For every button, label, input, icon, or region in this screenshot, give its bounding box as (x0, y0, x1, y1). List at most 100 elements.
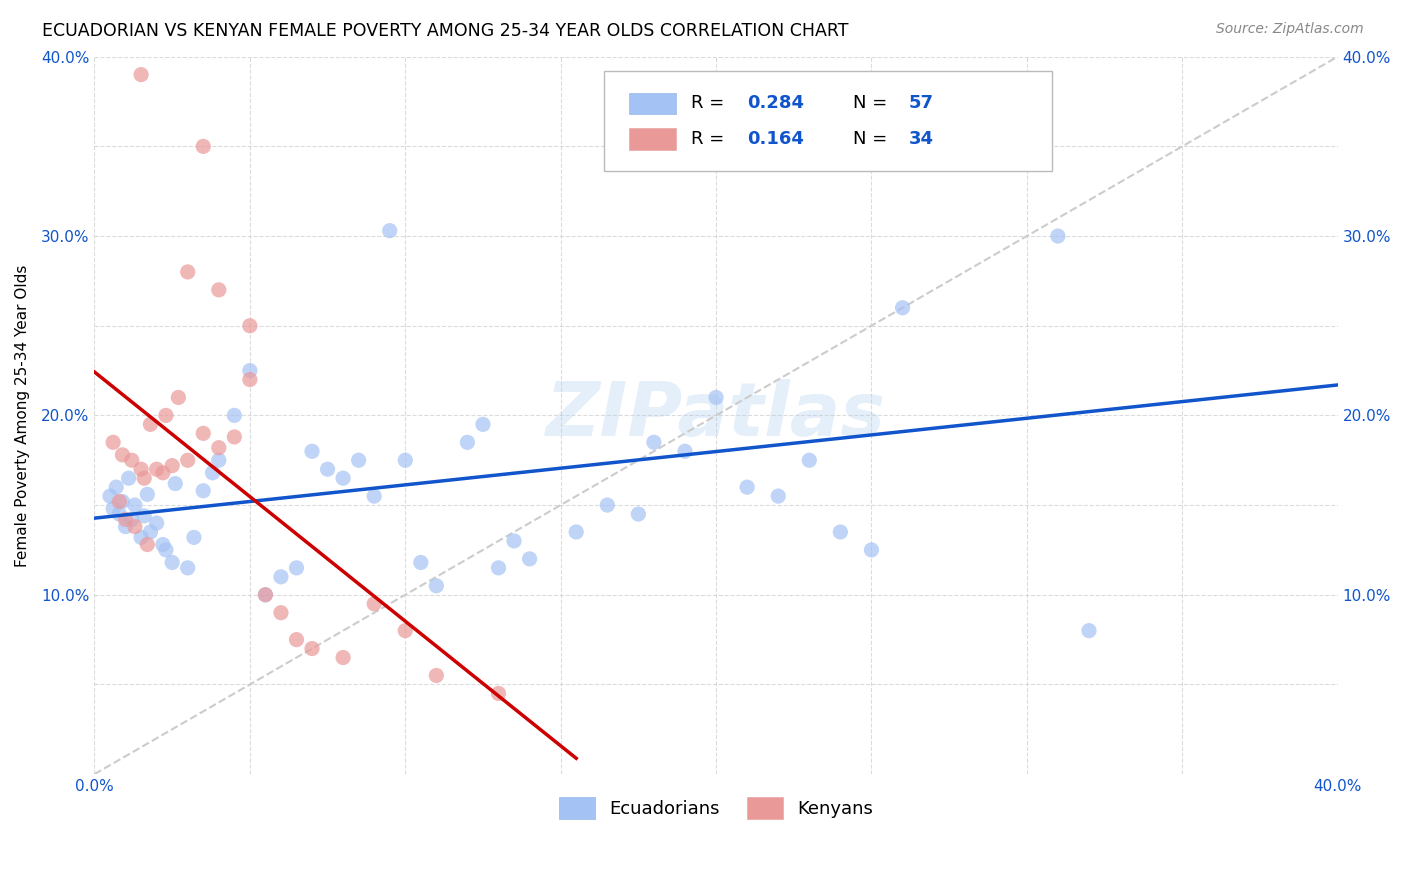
Point (134, 508, 156, 523)
Point (145, 516, 167, 530)
Point (347, 453, 370, 467)
Point (177, 265, 200, 279)
Point (503, 533, 526, 548)
Point (208, 441, 231, 455)
Point (129, 68, 152, 82)
Point (108, 494, 131, 508)
Point (735, 480, 758, 494)
Point (121, 512, 143, 526)
Point (519, 552, 541, 566)
Point (193, 139, 215, 153)
Point (145, 462, 167, 476)
Point (332, 471, 354, 485)
Point (565, 524, 588, 539)
Text: Source: ZipAtlas.com: Source: ZipAtlas.com (1216, 22, 1364, 37)
Point (891, 301, 914, 315)
Text: R =: R = (692, 95, 724, 112)
Point (860, 543, 883, 558)
Point (270, 606, 292, 620)
Point (105, 480, 128, 494)
Point (134, 471, 156, 485)
Text: 0.284: 0.284 (747, 95, 804, 112)
Point (129, 530, 152, 544)
Point (704, 391, 727, 405)
Point (301, 641, 323, 656)
Point (155, 409, 177, 423)
Point (488, 686, 510, 700)
Point (799, 453, 821, 467)
Point (301, 444, 323, 458)
Point (121, 453, 143, 467)
Point (1046, 229, 1069, 244)
Text: N =: N = (853, 95, 887, 112)
Text: 0.164: 0.164 (747, 130, 804, 148)
Point (830, 86, 852, 100)
Point (766, 489, 789, 503)
Point (224, 430, 246, 444)
Point (472, 417, 495, 432)
Point (239, 318, 262, 333)
Point (285, 632, 308, 647)
Point (488, 561, 510, 575)
Bar (628, 93, 676, 114)
Point (129, 462, 152, 476)
Point (409, 556, 432, 570)
Text: ZIPatlas: ZIPatlas (546, 379, 886, 452)
Point (673, 444, 696, 458)
Point (155, 543, 177, 558)
Y-axis label: Female Poverty Among 25-34 Year Olds: Female Poverty Among 25-34 Year Olds (15, 264, 30, 566)
Point (152, 537, 174, 551)
Point (394, 453, 416, 467)
Point (160, 556, 183, 570)
Point (332, 650, 354, 665)
Point (254, 588, 277, 602)
Point (193, 483, 215, 498)
Point (378, 224, 401, 238)
Point (101, 435, 124, 450)
Point (456, 435, 478, 450)
Point (316, 462, 339, 476)
Point (425, 579, 447, 593)
Point (136, 537, 159, 551)
Point (254, 588, 277, 602)
Point (111, 448, 134, 462)
Point (167, 391, 190, 405)
Point (177, 453, 200, 467)
Point (285, 561, 308, 575)
Point (124, 498, 146, 512)
FancyBboxPatch shape (605, 71, 1052, 171)
Point (596, 498, 619, 512)
Point (201, 466, 224, 480)
Point (114, 512, 136, 526)
Point (183, 530, 205, 544)
Bar (628, 128, 676, 150)
Point (124, 519, 146, 533)
Point (1078, 624, 1101, 638)
Point (111, 494, 134, 508)
Point (114, 519, 136, 533)
Point (208, 283, 231, 297)
Text: ECUADORIAN VS KENYAN FEMALE POVERTY AMONG 25-34 YEAR OLDS CORRELATION CHART: ECUADORIAN VS KENYAN FEMALE POVERTY AMON… (42, 22, 849, 40)
Text: R =: R = (692, 130, 724, 148)
Point (627, 507, 650, 521)
Point (270, 570, 292, 584)
Point (139, 417, 162, 432)
Point (363, 597, 385, 611)
Point (98, 489, 121, 503)
Point (208, 453, 231, 467)
Point (108, 507, 131, 521)
Point (160, 458, 183, 473)
Text: N =: N = (853, 130, 887, 148)
Text: 57: 57 (908, 95, 934, 112)
Point (136, 487, 159, 501)
Point (101, 501, 124, 516)
Point (425, 668, 447, 682)
Text: 34: 34 (908, 130, 934, 148)
Point (239, 363, 262, 377)
Legend: Ecuadorians, Kenyans: Ecuadorians, Kenyans (551, 789, 880, 826)
Point (165, 476, 187, 491)
Point (193, 426, 215, 441)
Point (118, 471, 141, 485)
Point (152, 466, 174, 480)
Point (239, 372, 262, 386)
